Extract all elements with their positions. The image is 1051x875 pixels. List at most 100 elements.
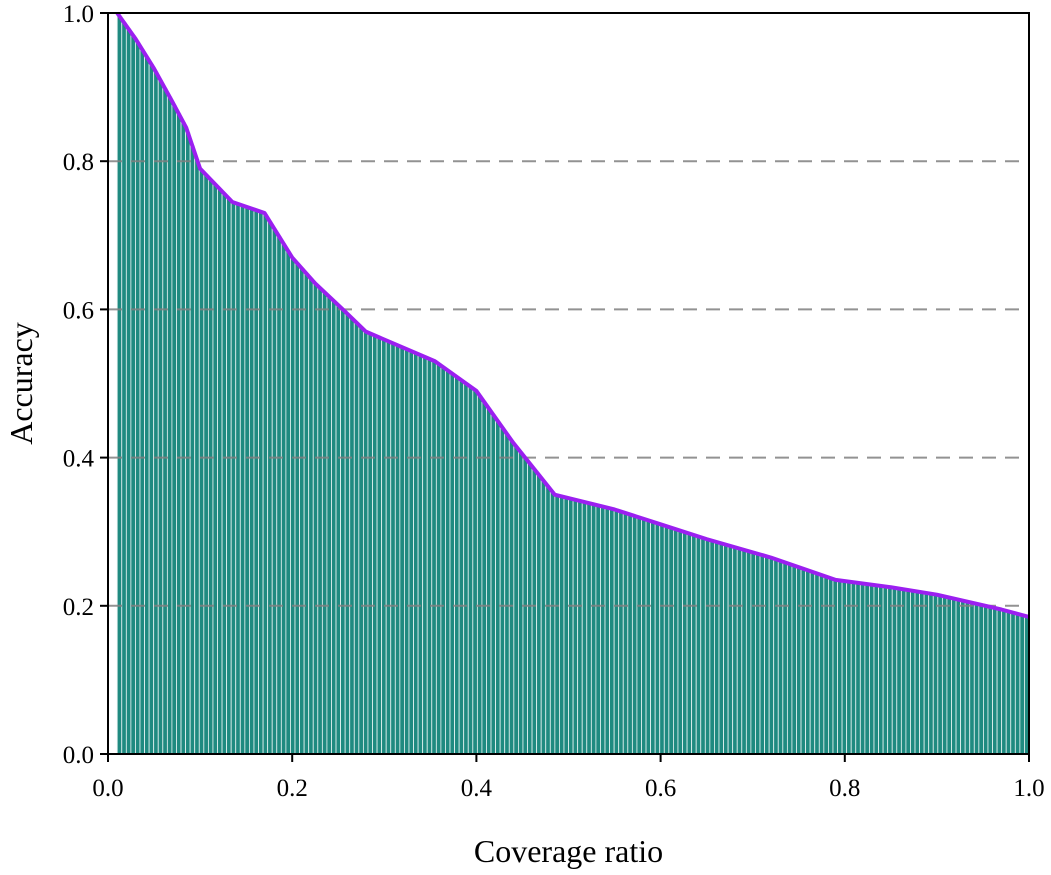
- accuracy-bar: [686, 533, 693, 755]
- accuracy-bar: [618, 511, 624, 755]
- accuracy-bar: [166, 96, 173, 755]
- accuracy-bar: [859, 583, 866, 755]
- accuracy-outline-line: [115, 11, 1030, 619]
- bars-layer: [116, 15, 1030, 755]
- accuracy-bar: [709, 540, 715, 755]
- accuracy-bar: [563, 497, 569, 755]
- accuracy-bar: [303, 273, 310, 755]
- accuracy-bar: [144, 56, 150, 755]
- accuracy-bar: [613, 509, 620, 755]
- accuracy-bar: [554, 494, 560, 755]
- accuracy-bar: [595, 505, 601, 755]
- accuracy-bar: [609, 508, 615, 755]
- accuracy-bar: [823, 576, 829, 755]
- accuracy-bar: [983, 605, 989, 755]
- x-axis-title: Coverage ratio: [474, 833, 663, 869]
- accuracy-bar: [800, 568, 807, 755]
- accuracy-bar: [718, 542, 724, 755]
- accuracy-bar: [162, 88, 168, 755]
- accuracy-bar: [299, 267, 305, 755]
- accuracy-bar: [910, 590, 916, 755]
- accuracy-bar: [896, 588, 902, 755]
- accuracy-bar: [768, 557, 775, 755]
- x-tick-label: 0.8: [829, 775, 860, 802]
- accuracy-bar: [294, 262, 300, 755]
- y-axis-title: Accuracy: [3, 322, 39, 445]
- accuracy-bar: [791, 565, 797, 755]
- accuracy-bar: [153, 71, 159, 755]
- accuracy-bar: [513, 445, 519, 755]
- accuracy-bar: [130, 35, 136, 755]
- accuracy-bar: [1001, 609, 1007, 755]
- accuracy-bar: [481, 401, 487, 755]
- accuracy-bar: [408, 350, 414, 755]
- accuracy-bar: [180, 121, 186, 755]
- accuracy-bar: [353, 322, 360, 755]
- y-tick-label: 0.0: [63, 742, 94, 769]
- accuracy-bar: [581, 501, 588, 755]
- accuracy-bar: [987, 606, 993, 755]
- accuracy-bar: [531, 468, 538, 755]
- accuracy-bar: [559, 495, 565, 755]
- accuracy-bar: [422, 356, 428, 755]
- x-axis-ticks: 0.0 0.2 0.4 0.6 0.8 1.0: [92, 754, 1045, 802]
- accuracy-bar: [627, 514, 633, 755]
- accuracy-bar: [381, 338, 387, 755]
- accuracy-bar: [654, 522, 661, 755]
- accuracy-bar: [864, 583, 870, 755]
- accuracy-bar: [723, 544, 729, 755]
- y-tick-label: 1.0: [63, 1, 94, 28]
- accuracy-bar: [148, 63, 155, 755]
- y-tick-label: 0.4: [63, 446, 95, 473]
- accuracy-bar: [540, 480, 547, 755]
- accuracy-bar: [226, 198, 232, 755]
- accuracy-bar: [285, 250, 291, 755]
- accuracy-bar: [677, 530, 683, 755]
- accuracy-bar: [828, 577, 834, 755]
- accuracy-bar: [344, 313, 351, 755]
- x-tick-label: 1.0: [1013, 775, 1044, 802]
- accuracy-bar: [116, 15, 123, 755]
- accuracy-bar: [814, 573, 820, 755]
- accuracy-bar: [996, 608, 1003, 755]
- accuracy-bar: [600, 506, 606, 755]
- accuracy-bar: [472, 389, 478, 755]
- accuracy-bar: [385, 340, 392, 755]
- grid-layer: [108, 160, 1029, 607]
- x-tick-label: 0.4: [461, 775, 493, 802]
- accuracy-bar: [518, 451, 524, 755]
- accuracy-bar: [504, 433, 510, 755]
- accuracy-bar: [367, 333, 373, 755]
- accuracy-bar: [394, 344, 401, 755]
- accuracy-bar: [663, 525, 670, 755]
- accuracy-bar: [777, 560, 784, 755]
- accuracy-bar: [873, 584, 879, 755]
- accuracy-bar: [176, 113, 182, 755]
- accuracy-bar: [750, 552, 756, 755]
- accuracy-bar: [171, 104, 177, 755]
- accuracy-bar: [887, 586, 893, 755]
- y-axis-ticks: 0.0 0.2 0.4 0.6 0.8 1.0: [63, 1, 108, 769]
- accuracy-bar: [404, 348, 410, 755]
- accuracy-bar: [390, 342, 396, 755]
- accuracy-bar: [955, 599, 962, 755]
- accuracy-bar: [919, 591, 925, 755]
- accuracy-bar: [549, 491, 556, 755]
- accuracy-bar: [349, 317, 355, 755]
- accuracy-bar: [413, 352, 419, 755]
- accuracy-bar: [869, 584, 875, 755]
- accuracy-bar: [900, 588, 907, 755]
- accuracy-bar: [759, 554, 765, 755]
- accuracy-bar: [755, 553, 761, 755]
- accuracy-bar: [536, 474, 542, 755]
- accuracy-bar: [189, 145, 196, 755]
- accuracy-bar: [376, 337, 383, 755]
- accuracy-bar: [673, 528, 679, 755]
- accuracy-bar: [992, 607, 998, 755]
- accuracy-bar: [321, 291, 328, 755]
- accuracy-bar: [458, 379, 465, 755]
- accuracy-bar: [960, 600, 966, 755]
- accuracy-bar: [572, 499, 579, 755]
- accuracy-bar: [317, 287, 323, 755]
